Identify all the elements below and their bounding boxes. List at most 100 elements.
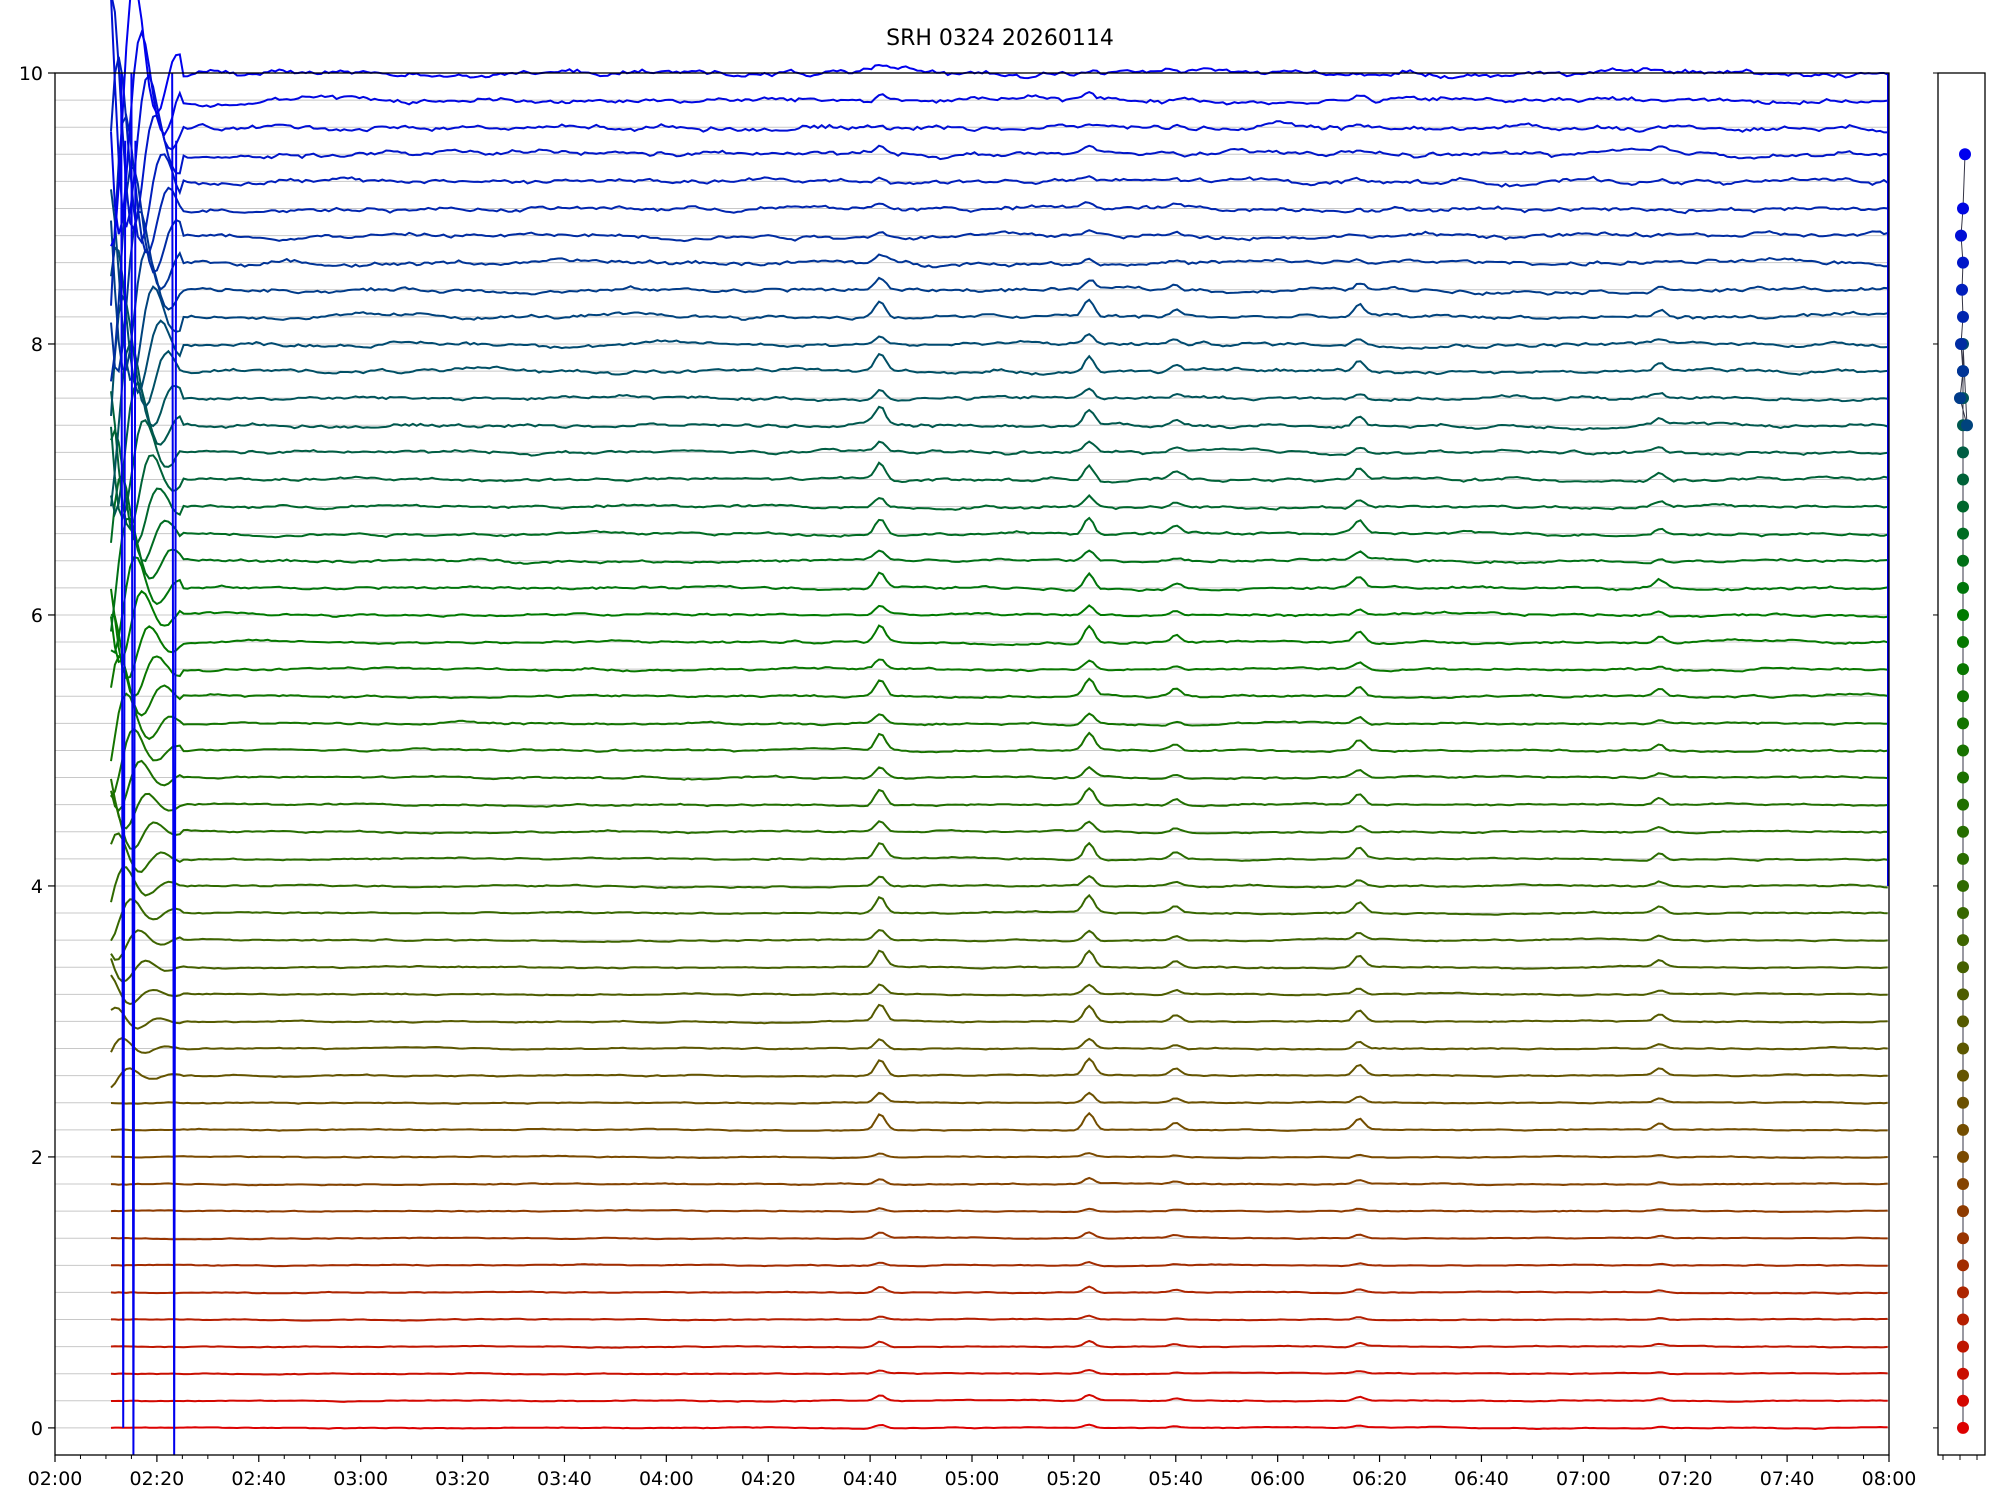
series-line — [110, 1057, 1888, 1089]
side-panel-point — [1957, 907, 1969, 920]
series-line — [110, 0, 1888, 228]
side-panel-point — [1957, 1178, 1969, 1191]
side-panel-point — [1957, 310, 1969, 323]
side-panel-point — [1957, 1069, 1969, 1082]
x-tick-label: 02:20 — [130, 1468, 185, 1490]
series-line — [110, 340, 1888, 507]
chart-title: SRH 0324 20260114 — [886, 26, 1114, 51]
side-panel-point — [1957, 1232, 1969, 1245]
side-panel-point — [1957, 1367, 1969, 1380]
side-panel-frame — [1937, 72, 1986, 1456]
series-line — [110, 613, 1888, 698]
side-panel-point — [1955, 337, 1967, 350]
side-panel-point — [1957, 988, 1969, 1001]
x-tick-label: 05:40 — [1148, 1468, 1203, 1490]
side-panel-point — [1957, 798, 1969, 811]
side-panel-point — [1957, 1015, 1969, 1028]
y-tick-label: 4 — [31, 876, 43, 898]
series-line — [110, 929, 1888, 961]
x-tick-label: 04:00 — [639, 1468, 694, 1490]
series-line — [110, 893, 1888, 942]
series-line — [110, 832, 1888, 873]
series-line — [110, 759, 1888, 813]
side-panel-point — [1959, 148, 1971, 161]
series-line — [110, 589, 1888, 664]
series-line — [110, 654, 1888, 717]
series-line — [110, 949, 1888, 983]
series-line — [110, 1285, 1888, 1295]
side-panel-point — [1957, 1150, 1969, 1163]
side-panel-point — [1957, 527, 1969, 540]
series-line — [110, 220, 1888, 371]
series-line — [111, 1314, 1888, 1322]
series-line — [110, 380, 1889, 518]
spike-line — [171, 72, 178, 1456]
series-line — [110, 588, 1888, 680]
side-panel-point — [1957, 1205, 1969, 1218]
side-panel-point — [1957, 744, 1969, 757]
x-tick-label: 05:20 — [1047, 1468, 1102, 1490]
series-line — [110, 517, 1888, 632]
side-panel-point — [1957, 608, 1969, 621]
series-line — [110, 245, 1888, 395]
side-panel-point — [1954, 392, 1966, 405]
series-line — [110, 1091, 1888, 1105]
spike-line — [130, 72, 137, 1456]
x-tick-label: 04:20 — [741, 1468, 796, 1490]
series-line — [110, 974, 1888, 1006]
x-tick-label: 02:40 — [231, 1468, 286, 1490]
series-line — [110, 1423, 1888, 1431]
side-panel-point — [1957, 825, 1969, 838]
y-tick-label: 0 — [31, 1418, 43, 1440]
side-panel-point — [1957, 500, 1969, 513]
side-panel-point — [1957, 473, 1969, 486]
series-line — [110, 473, 1888, 563]
y-tick-label: 6 — [31, 605, 43, 627]
side-panel-point — [1957, 202, 1969, 215]
side-panel-point — [1957, 1042, 1969, 1055]
side-panel-point — [1961, 419, 1973, 432]
series-line — [110, 419, 1888, 521]
side-panel-point — [1957, 1123, 1969, 1136]
x-tick-label: 07:20 — [1658, 1468, 1713, 1490]
side-panel-point — [1957, 1096, 1969, 1109]
series-line — [110, 1339, 1888, 1349]
side-panel-point — [1957, 365, 1969, 378]
side-panel-point — [1957, 1259, 1969, 1272]
series-line — [110, 189, 1888, 382]
series-line — [110, 1111, 1888, 1132]
x-tick-label: 03:40 — [537, 1468, 592, 1490]
x-tick-label: 04:40 — [843, 1468, 898, 1490]
side-panel-point — [1955, 229, 1967, 242]
series-line — [111, 1393, 1888, 1403]
x-tick-label: 07:40 — [1760, 1468, 1815, 1490]
x-tick-label: 03:20 — [435, 1468, 490, 1490]
side-panel-point — [1957, 852, 1969, 865]
side-panel-point — [1957, 1394, 1969, 1407]
series-line — [111, 1231, 1888, 1241]
side-panel-point — [1957, 663, 1969, 676]
series-line — [110, 692, 1888, 762]
series-line — [110, 778, 1888, 830]
x-tick-label: 08:00 — [1862, 1468, 1917, 1490]
side-panel-point — [1957, 879, 1969, 892]
side-panel-point — [1956, 283, 1968, 296]
side-panel-point — [1957, 771, 1969, 784]
y-tick-label: 8 — [31, 334, 43, 356]
series-line — [110, 293, 1888, 416]
side-panel-point — [1957, 1313, 1969, 1326]
side-panel-point — [1957, 690, 1969, 703]
side-panel-point — [1957, 446, 1969, 459]
series-line — [110, 794, 1888, 850]
side-panel-point — [1957, 1421, 1969, 1434]
series-line — [110, 56, 1889, 245]
series-line — [111, 0, 1888, 232]
side-panel-point — [1957, 1340, 1969, 1353]
side-panel-point — [1957, 636, 1969, 649]
x-tick-label: 05:00 — [945, 1468, 1000, 1490]
y-tick-label: 2 — [31, 1147, 43, 1169]
x-tick-label: 02:00 — [28, 1468, 83, 1490]
series-line — [110, 29, 1888, 235]
